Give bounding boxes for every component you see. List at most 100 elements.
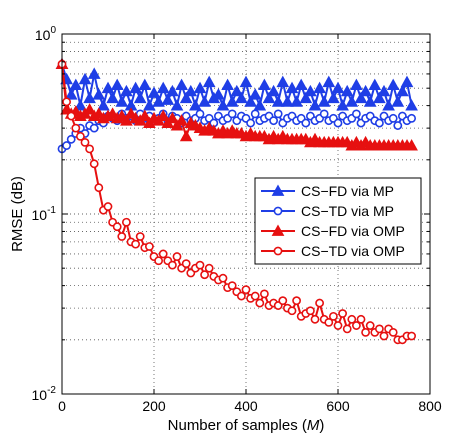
data-point: [227, 281, 237, 291]
data-point: [267, 84, 280, 97]
data-point: [62, 97, 71, 107]
data-point: [239, 75, 253, 88]
data-point: [301, 118, 311, 128]
data-point: [388, 113, 398, 123]
data-point: [218, 273, 228, 283]
data-point: [152, 95, 165, 107]
data-point: [255, 298, 265, 308]
data-point: [244, 95, 257, 107]
data-point: [212, 88, 225, 100]
data-point: [253, 99, 267, 111]
data-point: [407, 113, 416, 123]
data-point: [287, 306, 297, 316]
data-point: [236, 291, 246, 301]
data-point: [347, 314, 357, 324]
data-point: [184, 84, 198, 97]
data-point: [281, 95, 294, 107]
data-point: [342, 324, 352, 334]
legend-item: CS−TD via MP: [261, 203, 394, 219]
data-point: [175, 114, 188, 126]
data-point: [64, 88, 78, 100]
data-point: [365, 321, 375, 330]
data-point: [304, 84, 317, 97]
data-point: [156, 109, 170, 121]
data-point: [154, 256, 163, 266]
data-point: [195, 260, 205, 270]
axis-ticks: 0 200 400 600 800 10-2 10-1 100: [32, 25, 442, 414]
x-axis-title: Number of samples (M): [168, 417, 325, 434]
y-tick-label: 10-2: [32, 385, 57, 403]
data-point: [374, 118, 384, 128]
data-point: [78, 72, 92, 85]
data-point: [97, 99, 110, 111]
data-point: [313, 81, 326, 94]
data-point: [161, 93, 175, 105]
data-point: [166, 111, 179, 124]
data-point: [101, 81, 115, 94]
data-point: [317, 95, 331, 107]
data-point: [87, 67, 101, 79]
legend-item: CS−TD via OMP: [261, 243, 405, 259]
legend-marker: [271, 224, 285, 236]
data-point: [351, 321, 361, 330]
data-point: [227, 109, 237, 119]
data-point: [336, 99, 349, 111]
x-tick-label: 800: [418, 398, 442, 414]
data-point: [179, 91, 193, 104]
data-point: [327, 91, 340, 104]
data-point: [290, 95, 303, 107]
data-point: [351, 109, 361, 119]
legend-marker: [271, 184, 285, 196]
y-axis-title: RMSE (dB): [9, 176, 26, 252]
data-point: [331, 81, 345, 94]
x-tick-label: 0: [58, 398, 66, 414]
data-point: [305, 306, 315, 316]
data-point: [350, 78, 363, 91]
data-point: [363, 95, 377, 107]
data-point: [193, 81, 207, 94]
data-point: [386, 78, 400, 91]
data-point: [407, 331, 416, 341]
data-point: [106, 91, 119, 104]
data-point: [204, 263, 214, 273]
data-point: [200, 270, 209, 280]
data-point: [405, 99, 418, 111]
data-point: [361, 327, 370, 337]
data-point: [172, 252, 182, 261]
data-point: [345, 95, 359, 107]
data-point: [359, 84, 372, 97]
data-point: [122, 217, 131, 227]
data-point: [333, 321, 343, 330]
series-0: [55, 57, 418, 111]
data-point: [354, 91, 368, 104]
data-point: [175, 78, 188, 91]
data-point: [393, 121, 403, 130]
data-point: [138, 78, 152, 91]
data-point: [382, 99, 395, 111]
legend-box: [254, 177, 422, 265]
data-point: [216, 99, 230, 111]
data-point: [368, 78, 382, 91]
data-point: [147, 86, 161, 98]
x-tick-label: 400: [234, 398, 258, 414]
data-point: [129, 81, 142, 94]
data-point: [299, 91, 313, 104]
data-point: [250, 291, 260, 301]
data-point: [167, 260, 177, 270]
data-point: [89, 123, 99, 133]
data-point: [144, 242, 154, 251]
data-point: [120, 84, 133, 97]
data-point: [396, 84, 409, 97]
data-point: [66, 134, 76, 144]
data-point: [315, 298, 324, 308]
data-point: [85, 144, 94, 154]
data-point: [135, 232, 145, 241]
data-point: [271, 95, 285, 107]
data-point: [71, 123, 81, 133]
data-point: [273, 109, 283, 119]
legend-item: CS−FD via OMP: [261, 223, 405, 239]
data-point: [131, 239, 140, 249]
data-point: [202, 75, 216, 88]
data-point: [166, 84, 179, 97]
